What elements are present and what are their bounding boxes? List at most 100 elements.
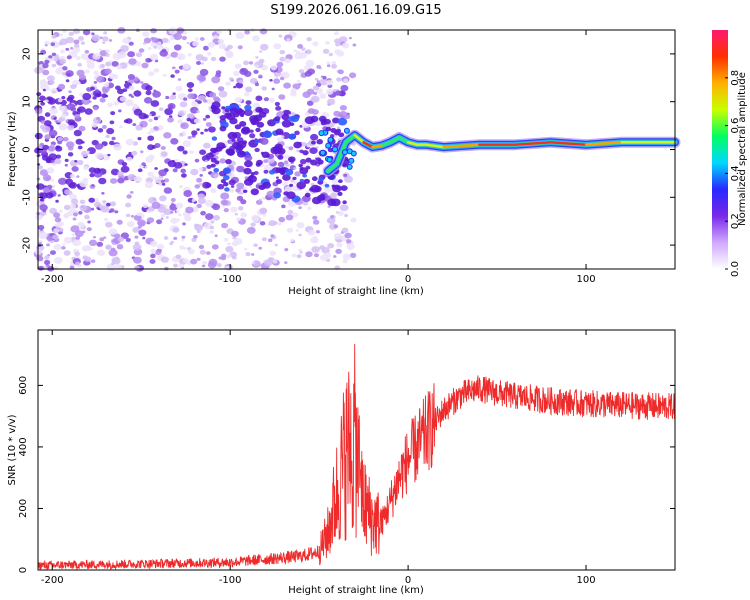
scatter-blob: [270, 234, 275, 238]
scatter-blob-dense: [281, 113, 290, 121]
scatter-blob: [63, 204, 71, 211]
y-tick-label: 600: [18, 376, 29, 395]
scatter-blob: [253, 243, 258, 247]
scatter-blob: [53, 243, 62, 251]
scatter-blob: [71, 166, 79, 172]
scatter-blob: [196, 257, 201, 261]
scatter-blob-dense: [211, 101, 221, 109]
scatter-blob: [311, 109, 319, 115]
scatter-blob-dense: [220, 179, 226, 184]
scatter-blob: [232, 236, 237, 240]
scatter-blob: [326, 64, 331, 68]
scatter-blob: [187, 136, 192, 140]
scatter-blob: [146, 217, 155, 224]
scatter-blob: [326, 217, 336, 224]
scatter-blob: [192, 41, 200, 47]
scatter-blob: [176, 210, 180, 213]
track-blob: [318, 130, 325, 137]
scatter-blob-dense: [286, 191, 296, 199]
scatter-blob: [292, 83, 301, 90]
scatter-blob: [304, 112, 310, 116]
scatter-blob: [93, 106, 98, 111]
scatter-blob: [255, 95, 263, 102]
scatter-blob: [55, 145, 63, 152]
scatter-blob: [44, 259, 51, 265]
x-tick-label: 100: [576, 274, 595, 285]
scatter-blob: [93, 236, 96, 239]
scatter-blob-dense: [316, 157, 322, 162]
scatter-blob: [330, 215, 334, 219]
scatter-blob: [311, 246, 320, 253]
scatter-blob-dense: [215, 146, 223, 152]
scatter-blob: [39, 169, 49, 177]
scatter-blob: [283, 34, 293, 42]
scatter-blob: [326, 79, 334, 86]
scatter-blob: [322, 48, 330, 54]
scatter-blob: [147, 135, 155, 141]
scatter-blob: [191, 237, 197, 242]
scatter-blob: [160, 256, 169, 263]
scatter-blob: [196, 128, 200, 131]
scatter-blob: [205, 182, 212, 188]
scatter-blob: [103, 236, 107, 239]
scatter-blob: [331, 61, 337, 65]
scatter-blob: [42, 144, 49, 150]
y-tick-label: 0: [22, 146, 33, 152]
scatter-blob: [37, 163, 41, 166]
scatter-blob: [217, 86, 225, 92]
scatter-blob: [312, 85, 320, 91]
scatter-blob: [245, 100, 252, 105]
scatter-blob: [44, 44, 48, 47]
scatter-blob: [54, 222, 62, 229]
scatter-blob: [339, 204, 349, 212]
snr-x-axis: -200 -100 0 100: [41, 330, 596, 586]
scatter-blob: [177, 110, 185, 117]
scatter-blob-dense: [340, 185, 348, 192]
scatter-blob: [160, 213, 166, 218]
scatter-blob-dense: [342, 200, 347, 204]
scatter-blob: [174, 158, 179, 162]
scatter-blob: [306, 37, 312, 42]
scatter-blob: [199, 249, 206, 255]
scatter-blob: [217, 183, 225, 190]
scatter-blob: [125, 202, 132, 208]
scatter-blob: [108, 249, 118, 257]
scatter-blob-dense: [275, 167, 283, 173]
scatter-blob: [97, 249, 106, 256]
x-tick-label: 0: [405, 274, 411, 285]
scatter-blob: [134, 235, 139, 239]
scatter-blob: [38, 242, 42, 245]
scatter-blob: [177, 78, 182, 81]
scatter-blob-dense: [288, 116, 295, 122]
scatter-blob: [205, 114, 211, 119]
scatter-blob: [174, 69, 180, 74]
scatter-blob: [251, 253, 255, 256]
scatter-blob: [72, 79, 79, 85]
scatter-blob: [34, 132, 43, 140]
scatter-blob: [108, 39, 113, 42]
scatter-blob-dense: [338, 132, 345, 138]
scatter-blob: [49, 207, 57, 214]
scatter-blob: [68, 182, 78, 189]
scatter-blob: [74, 251, 81, 257]
scatter-blob: [154, 167, 158, 170]
scatter-blob: [58, 177, 67, 185]
scatter-blob: [93, 167, 101, 174]
scatter-blob-dense: [213, 168, 219, 173]
scatter-blob: [343, 173, 348, 177]
colorbar-tick-label: 0.0: [730, 261, 741, 277]
scatter-blob: [37, 256, 44, 262]
track-blob: [350, 150, 357, 157]
scatter-blob: [287, 209, 294, 215]
scatter-blob: [219, 56, 226, 62]
scatter-blob: [177, 119, 183, 124]
scatter-blob: [175, 85, 183, 92]
scatter-blob: [279, 50, 286, 55]
scatter-blob: [163, 236, 169, 240]
scatter-blob: [211, 76, 221, 84]
scatter-blob: [151, 175, 157, 180]
scatter-blob: [170, 240, 174, 244]
scatter-blob: [70, 265, 75, 269]
scatter-blob: [190, 258, 198, 265]
scatter-blob: [333, 233, 343, 240]
